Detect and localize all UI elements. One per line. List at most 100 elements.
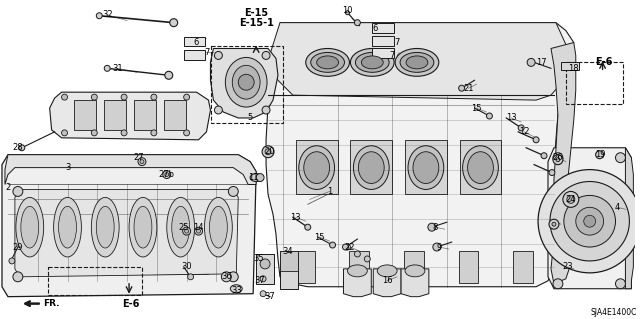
Circle shape [163, 171, 171, 179]
Circle shape [164, 173, 169, 176]
Circle shape [221, 272, 231, 282]
Text: 27: 27 [134, 153, 144, 162]
Text: 35: 35 [253, 255, 264, 263]
Text: 31: 31 [112, 64, 122, 73]
Bar [256, 254, 274, 284]
Circle shape [538, 170, 640, 273]
Circle shape [355, 251, 360, 257]
Text: 33: 33 [231, 286, 242, 295]
Polygon shape [2, 155, 256, 297]
Circle shape [584, 215, 596, 227]
Circle shape [256, 174, 264, 182]
Text: 16: 16 [382, 276, 392, 285]
Bar [372, 23, 394, 33]
Text: 25: 25 [179, 223, 189, 232]
Text: 15: 15 [314, 233, 325, 241]
Text: 11: 11 [248, 173, 259, 182]
Circle shape [13, 187, 23, 197]
Text: 21: 21 [463, 84, 474, 93]
Circle shape [121, 94, 127, 100]
Bar [47, 267, 142, 295]
Circle shape [13, 272, 23, 282]
Ellipse shape [172, 206, 189, 248]
Ellipse shape [21, 206, 38, 248]
Bar [459, 251, 479, 283]
Circle shape [556, 158, 560, 162]
Text: 19: 19 [595, 150, 606, 159]
Ellipse shape [167, 197, 195, 257]
Text: 22: 22 [344, 242, 355, 252]
Text: 24: 24 [566, 195, 576, 204]
Circle shape [564, 196, 616, 247]
Text: 8: 8 [432, 223, 438, 232]
Polygon shape [50, 92, 211, 140]
Circle shape [305, 224, 311, 230]
Text: 10: 10 [342, 6, 353, 15]
Circle shape [138, 158, 146, 166]
Text: 3: 3 [65, 163, 70, 172]
Ellipse shape [362, 56, 383, 69]
Text: 17: 17 [536, 58, 547, 67]
Polygon shape [373, 269, 401, 297]
Circle shape [563, 191, 579, 207]
Circle shape [228, 272, 238, 282]
Ellipse shape [463, 146, 499, 189]
Bar [211, 46, 283, 123]
Text: 36: 36 [221, 272, 232, 281]
Bar [561, 63, 579, 70]
Text: FR.: FR. [44, 299, 60, 308]
Ellipse shape [355, 52, 389, 72]
Bar [50, 219, 209, 274]
Circle shape [228, 187, 238, 197]
Bar [184, 50, 205, 60]
Ellipse shape [250, 174, 262, 182]
Bar [74, 100, 96, 130]
Bar [164, 100, 186, 130]
Ellipse shape [413, 152, 439, 183]
Bar [295, 251, 315, 283]
Text: E-15: E-15 [244, 8, 268, 18]
Polygon shape [5, 155, 256, 184]
Ellipse shape [232, 65, 260, 99]
Ellipse shape [134, 206, 152, 248]
Circle shape [553, 279, 563, 289]
Ellipse shape [205, 197, 232, 257]
Circle shape [238, 74, 254, 90]
Circle shape [61, 94, 67, 100]
Bar [351, 140, 392, 194]
Text: 1: 1 [327, 187, 332, 196]
Circle shape [260, 291, 266, 297]
Circle shape [121, 130, 127, 136]
Circle shape [344, 244, 351, 250]
Ellipse shape [59, 206, 76, 248]
Text: 28: 28 [13, 143, 23, 152]
Circle shape [364, 256, 371, 262]
Circle shape [61, 130, 67, 136]
Text: E-6: E-6 [122, 299, 140, 308]
Ellipse shape [351, 48, 394, 76]
Ellipse shape [92, 197, 119, 257]
Circle shape [428, 223, 436, 231]
Circle shape [553, 155, 563, 165]
Circle shape [184, 94, 189, 100]
Circle shape [533, 137, 539, 143]
Circle shape [567, 196, 575, 203]
Circle shape [96, 13, 102, 19]
Text: 6: 6 [194, 38, 199, 47]
Circle shape [164, 71, 173, 79]
Circle shape [170, 19, 178, 27]
Bar [405, 140, 447, 194]
Bar [349, 251, 369, 283]
Polygon shape [268, 23, 571, 100]
Circle shape [616, 279, 625, 289]
Circle shape [260, 276, 266, 282]
Circle shape [576, 207, 604, 235]
Text: 14: 14 [193, 223, 204, 232]
Circle shape [185, 229, 189, 233]
Ellipse shape [406, 56, 428, 69]
Circle shape [552, 222, 556, 226]
Circle shape [214, 51, 222, 59]
Ellipse shape [353, 146, 389, 189]
Circle shape [151, 130, 157, 136]
Circle shape [549, 170, 555, 175]
